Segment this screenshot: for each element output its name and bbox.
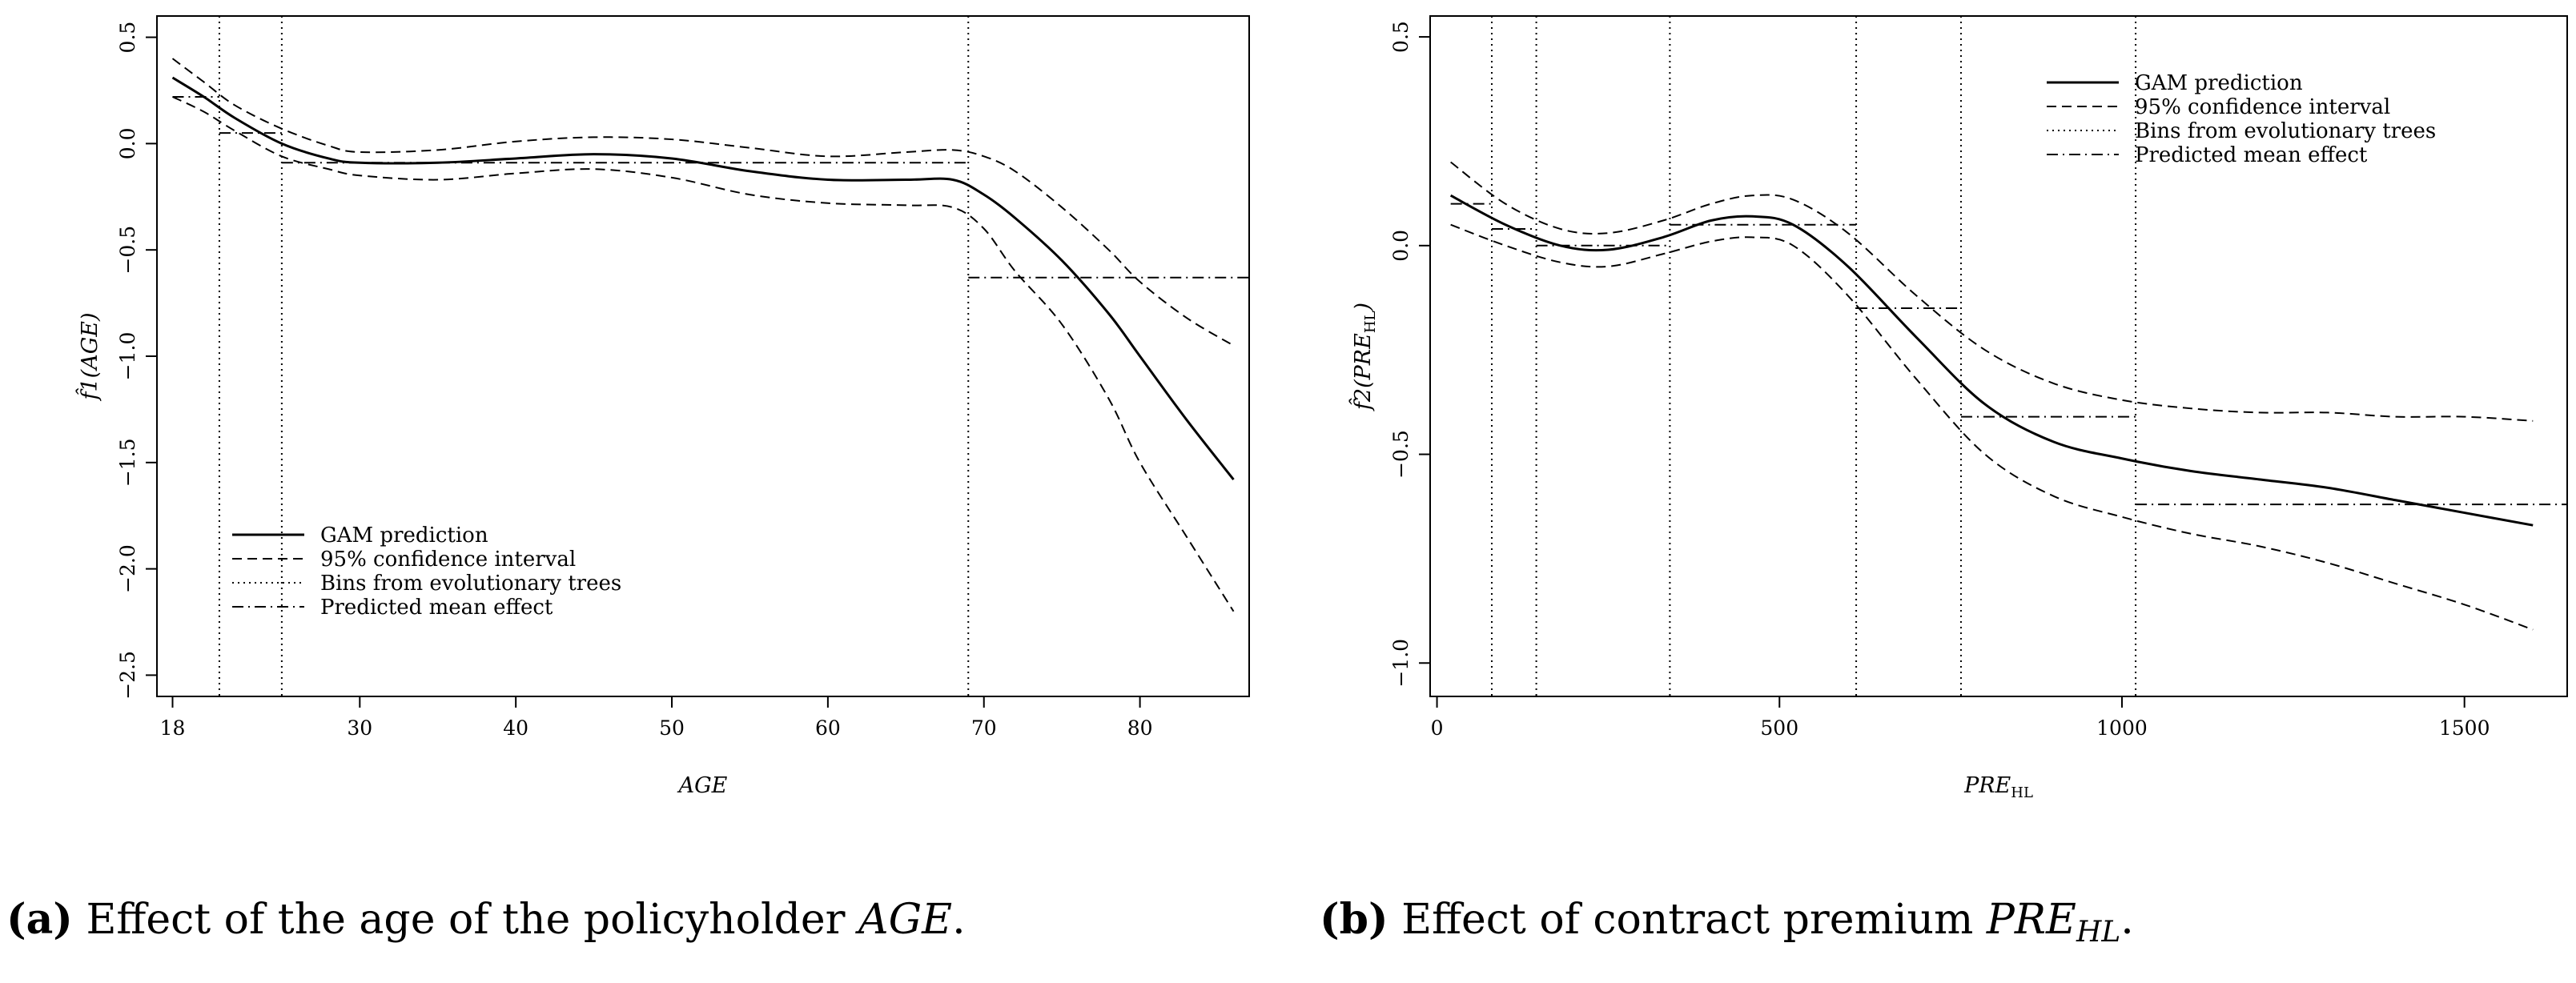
confidence-interval-line (171, 58, 1235, 347)
legend-label: 95% confidence interval (2135, 95, 2390, 119)
caption-premium: (b) Effect of contract premium PREHL. (1320, 895, 2134, 949)
y-tick-label: −1.0 (1389, 639, 1413, 688)
x-tick-label: 50 (659, 716, 685, 740)
caption-subscript: HL (2076, 916, 2121, 949)
caption-symbol: AGE (858, 896, 953, 944)
caption-age: (a) Effect of the age of the policyholde… (6, 895, 966, 944)
y-tick-label: −2.5 (116, 651, 139, 700)
y-tick-label: 0.5 (116, 22, 139, 54)
legend-label: Bins from evolutionary trees (2135, 119, 2436, 143)
legend-label: Bins from evolutionary trees (320, 572, 621, 596)
chart-age-effect: 18 30 40 50 60 70 80 0.5 0.0 −0.5 −1.0 −1.5 −2.0 −2.5… (75, 15, 1250, 798)
confidence-interval-line (1450, 161, 2534, 422)
legend-label: GAM prediction (320, 524, 488, 548)
caption-symbol: PRE (1986, 896, 2076, 944)
caption-label: (a) (6, 895, 73, 944)
x-tick-label: 30 (347, 716, 372, 740)
confidence-interval-line (1450, 223, 2534, 631)
caption-end: . (952, 896, 966, 944)
y-tick-label: −1.0 (116, 332, 139, 381)
y-tick-label: −0.5 (116, 226, 139, 275)
x-tick-label: 0 (1431, 716, 1444, 740)
x-axis-label-sub: HL (2011, 784, 2033, 801)
x-axis-label: PREHL (1963, 773, 2033, 801)
x-tick-label: 1500 (2439, 716, 2490, 740)
x-tick-label: 500 (1760, 716, 1798, 740)
y-tick-label: 0.5 (1389, 21, 1413, 53)
plot-area (171, 16, 1249, 696)
caption-text: Effect of contract premium (1401, 896, 1974, 944)
caption-label: (b) (1320, 895, 1388, 944)
legend-label: Predicted mean effect (320, 596, 553, 620)
y-axis-label: f̂1(AGE) (75, 312, 102, 401)
gam-prediction-line (171, 76, 1235, 480)
caption-end: . (2120, 896, 2134, 944)
chart-premium-effect: 0 500 1000 1500 0.5 0.0 −0.5 −1.0 PREHL f̂2(PREHL… (1348, 15, 2568, 801)
x-tick-label: 1000 (2096, 716, 2148, 740)
y-axis-label-sub: HL (1362, 311, 1379, 333)
x-tick-label: 18 (160, 716, 186, 740)
y-tick-label: −0.5 (1389, 430, 1413, 479)
y-axis-label: f̂2(PREHL) (1348, 303, 1379, 411)
x-tick-label: 40 (503, 716, 528, 740)
plot-frame (1429, 15, 2568, 697)
x-tick-label: 70 (971, 716, 997, 740)
legend-label: Predicted mean effect (2135, 143, 2368, 167)
legend-label: 95% confidence interval (320, 548, 576, 572)
y-tick-label: −2.0 (116, 544, 139, 593)
y-tick-label: 0.0 (1389, 230, 1413, 262)
confidence-interval-line (172, 96, 1235, 612)
caption-text: Effect of the age of the policyholder (86, 896, 846, 944)
y-tick-label: −1.5 (116, 438, 139, 487)
chart-panel-age: 18 30 40 50 60 70 80 0.5 0.0 −0.5 −1.0 −1.5 −2.0 −2.5… (6, 15, 1250, 944)
x-tick-label: 60 (815, 716, 841, 740)
x-tick-label: 80 (1127, 716, 1153, 740)
gam-prediction-line (1449, 194, 2534, 527)
chart-panel-premium: 0 500 1000 1500 0.5 0.0 −0.5 −1.0 PREHL f̂2(PREHL… (1288, 0, 2575, 983)
x-axis-label: AGE (677, 773, 728, 798)
plot-area (1449, 16, 2567, 696)
legend-label: GAM prediction (2135, 71, 2303, 95)
y-tick-label: 0.0 (116, 127, 139, 159)
